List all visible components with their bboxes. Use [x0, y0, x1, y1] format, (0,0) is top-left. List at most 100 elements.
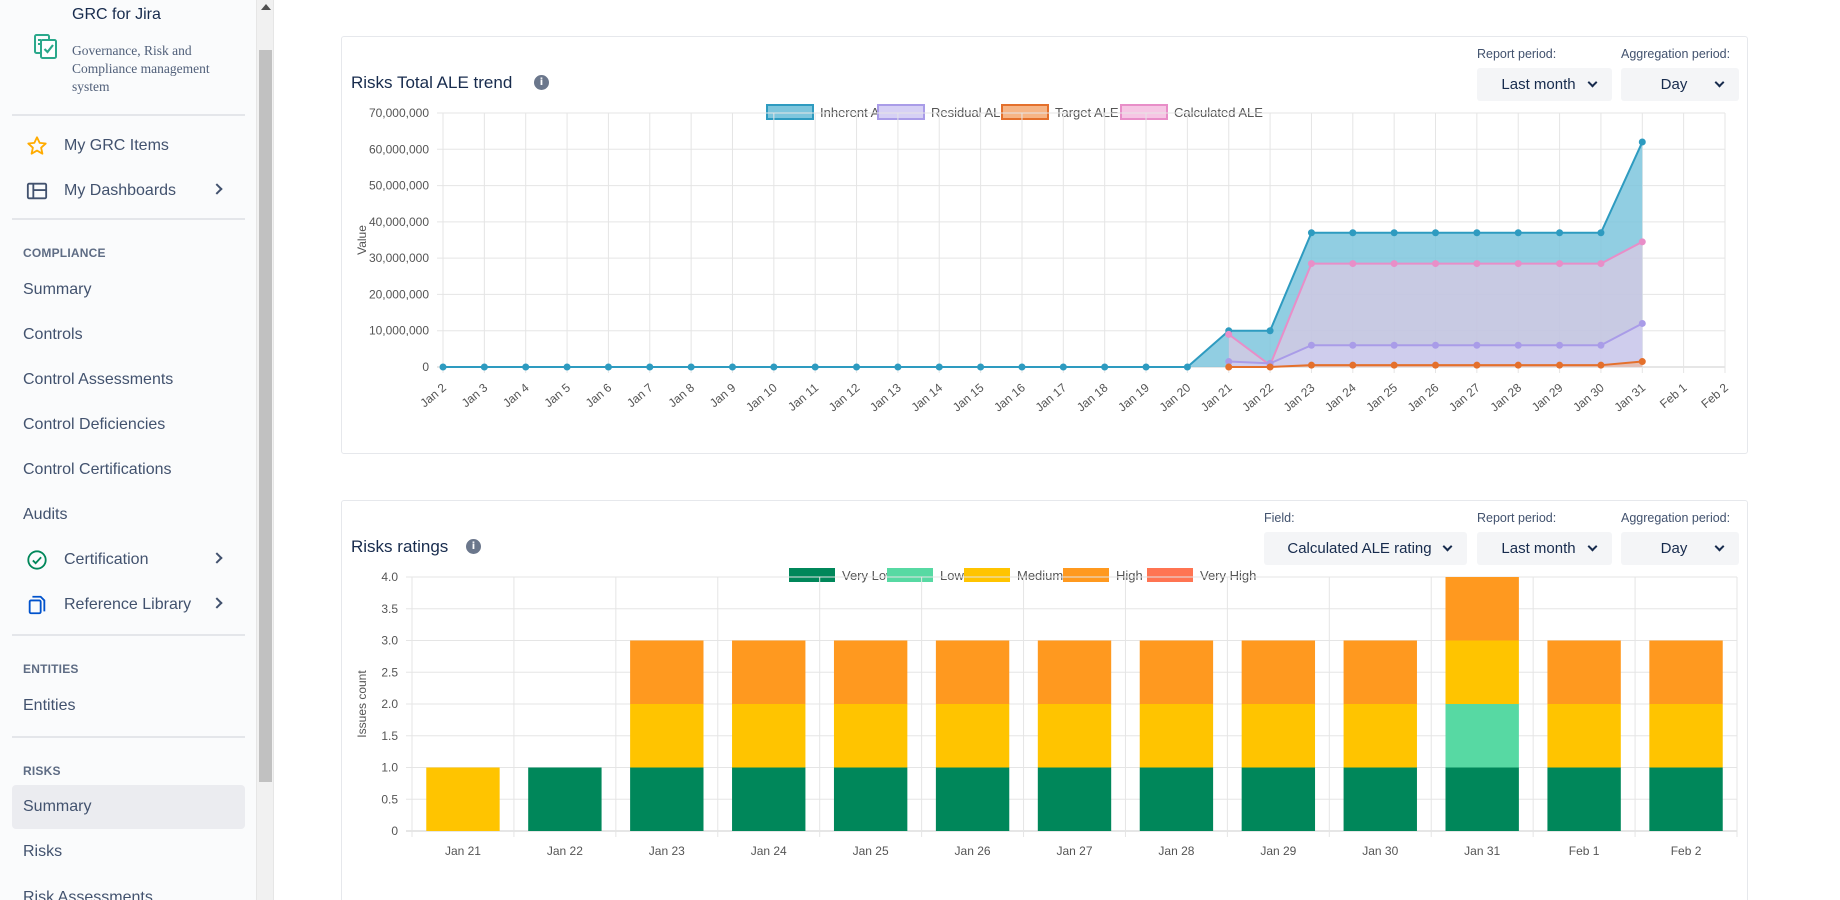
data-point	[1597, 341, 1605, 349]
y-tick-label: 1.0	[381, 761, 398, 775]
x-tick-label: Jan 28	[1158, 844, 1194, 858]
data-point	[1349, 229, 1357, 237]
x-tick-label: Jan 23	[649, 844, 685, 858]
report-period-select[interactable]: Last month	[1477, 532, 1612, 565]
sidebar-item-label: Controls	[23, 326, 83, 343]
y-tick-label: 2.0	[381, 697, 398, 711]
x-tick-label: Jan 30	[1570, 380, 1607, 414]
select-value: Day	[1660, 76, 1688, 93]
y-tick-label: 4.0	[381, 570, 398, 584]
y-tick-label: 30,000,000	[369, 251, 429, 265]
star-icon	[24, 133, 50, 159]
sidebar-divider	[12, 736, 245, 738]
data-point	[1349, 341, 1357, 349]
scrollbar-thumb[interactable]	[259, 50, 272, 782]
copy-icon	[24, 592, 50, 618]
bar-segment-medium	[833, 704, 908, 768]
report-period-label: Report period:	[1477, 511, 1557, 525]
sidebar-item-control-deficiencies[interactable]: Control Deficiencies	[12, 403, 245, 447]
sidebar-item-entities[interactable]: Entities	[12, 684, 245, 728]
data-point	[1307, 361, 1315, 369]
x-tick-label: Jan 24	[751, 844, 787, 858]
info-icon[interactable]: i	[534, 75, 549, 90]
data-point	[1638, 238, 1646, 246]
sidebar-item-risks-summary[interactable]: Summary	[12, 785, 245, 829]
info-icon[interactable]: i	[466, 539, 481, 554]
data-point	[1183, 363, 1191, 371]
sidebar-item-controls[interactable]: Controls	[12, 313, 245, 357]
sidebar-item-reference-library[interactable]: Reference Library	[12, 583, 245, 627]
sidebar-item-audits[interactable]: Audits	[12, 493, 245, 537]
y-tick-label: 1.5	[381, 729, 398, 743]
aggregation-period-select[interactable]: Day	[1621, 532, 1739, 565]
report-period-select[interactable]: Last month	[1477, 68, 1612, 101]
bar-segment-medium	[1445, 640, 1519, 704]
x-tick-label: Jan 14	[909, 380, 946, 414]
data-point	[1266, 327, 1274, 335]
grc-logo-icon	[32, 32, 60, 65]
y-axis-title: Value	[355, 225, 369, 255]
section-label-risks: RISKS	[23, 764, 61, 778]
sidebar-item-my-grc-items[interactable]: My GRC Items	[12, 124, 245, 168]
sidebar-scrollbar[interactable]	[256, 0, 274, 900]
bar-segment-medium	[935, 704, 1010, 768]
x-tick-label: Jan 29	[1529, 380, 1566, 414]
data-point	[1473, 341, 1481, 349]
x-tick-label: Jan 9	[707, 380, 739, 410]
bar-segment-medium	[1547, 704, 1621, 768]
data-point	[1390, 229, 1398, 237]
data-point	[1638, 358, 1646, 366]
data-point	[1432, 361, 1440, 369]
x-tick-label: Feb 2	[1698, 380, 1731, 411]
field-label: Field:	[1264, 511, 1295, 525]
data-point	[1266, 363, 1274, 371]
x-tick-label: Jan 15	[950, 380, 987, 414]
bar-segment-high	[1547, 640, 1621, 704]
sidebar-item-risks[interactable]: Risks	[12, 830, 245, 874]
bar-segment-very-low	[1139, 767, 1214, 831]
select-value: Last month	[1501, 540, 1576, 557]
series-line-inherent-ale	[443, 141, 1644, 368]
x-tick-label: Jan 12	[826, 380, 863, 414]
select-value: Last month	[1501, 76, 1576, 93]
aggregation-period-select[interactable]: Day	[1621, 68, 1739, 101]
x-tick-label: Jan 31	[1612, 380, 1649, 414]
data-point	[1432, 260, 1440, 268]
sidebar-divider	[12, 218, 245, 220]
sidebar-item-compliance-summary[interactable]: Summary	[12, 268, 245, 312]
sidebar-item-certification[interactable]: Certification	[12, 538, 245, 582]
sidebar-item-my-dashboards[interactable]: My Dashboards	[12, 169, 245, 213]
data-point	[1432, 341, 1440, 349]
data-point	[1307, 229, 1315, 237]
sidebar-item-control-assessments[interactable]: Control Assessments	[12, 358, 245, 402]
bar-segment-high	[732, 640, 806, 704]
data-point	[977, 363, 985, 371]
scroll-up-arrow-icon[interactable]	[261, 4, 271, 10]
sidebar-item-control-certifications[interactable]: Control Certifications	[12, 448, 245, 492]
data-point	[853, 363, 861, 371]
bar-segment-very-low	[833, 767, 908, 831]
card-title: Risks Total ALE trend	[351, 73, 513, 92]
data-point	[1101, 363, 1109, 371]
aggregation-period-label: Aggregation period:	[1621, 47, 1731, 61]
y-tick-label: 20,000,000	[369, 287, 429, 301]
ale-trend-chart: Inherent ALE Residual ALE Target ALE Calcul…	[355, 104, 1731, 414]
data-point	[522, 363, 530, 371]
y-tick-label: 40,000,000	[369, 215, 429, 229]
x-tick-label: Feb 1	[1569, 844, 1600, 858]
x-tick-label: Jan 10	[743, 380, 780, 414]
bar-segment-very-low	[935, 767, 1010, 831]
y-tick-label: 70,000,000	[369, 106, 429, 120]
field-select[interactable]: Calculated ALE rating	[1264, 532, 1467, 565]
data-point	[1597, 361, 1605, 369]
bar-segment-medium	[732, 704, 806, 768]
bar-segment-high	[630, 640, 704, 704]
y-tick-label: 0	[391, 824, 398, 838]
sidebar: GRC for Jira Governance, Risk and Compli…	[0, 0, 256, 900]
card-title: Risks ratings	[351, 537, 449, 556]
data-point	[1473, 229, 1481, 237]
legend-swatch-0	[766, 104, 814, 120]
data-point	[1432, 229, 1440, 237]
sidebar-item-risk-assessments[interactable]: Risk Assessments	[12, 876, 245, 900]
